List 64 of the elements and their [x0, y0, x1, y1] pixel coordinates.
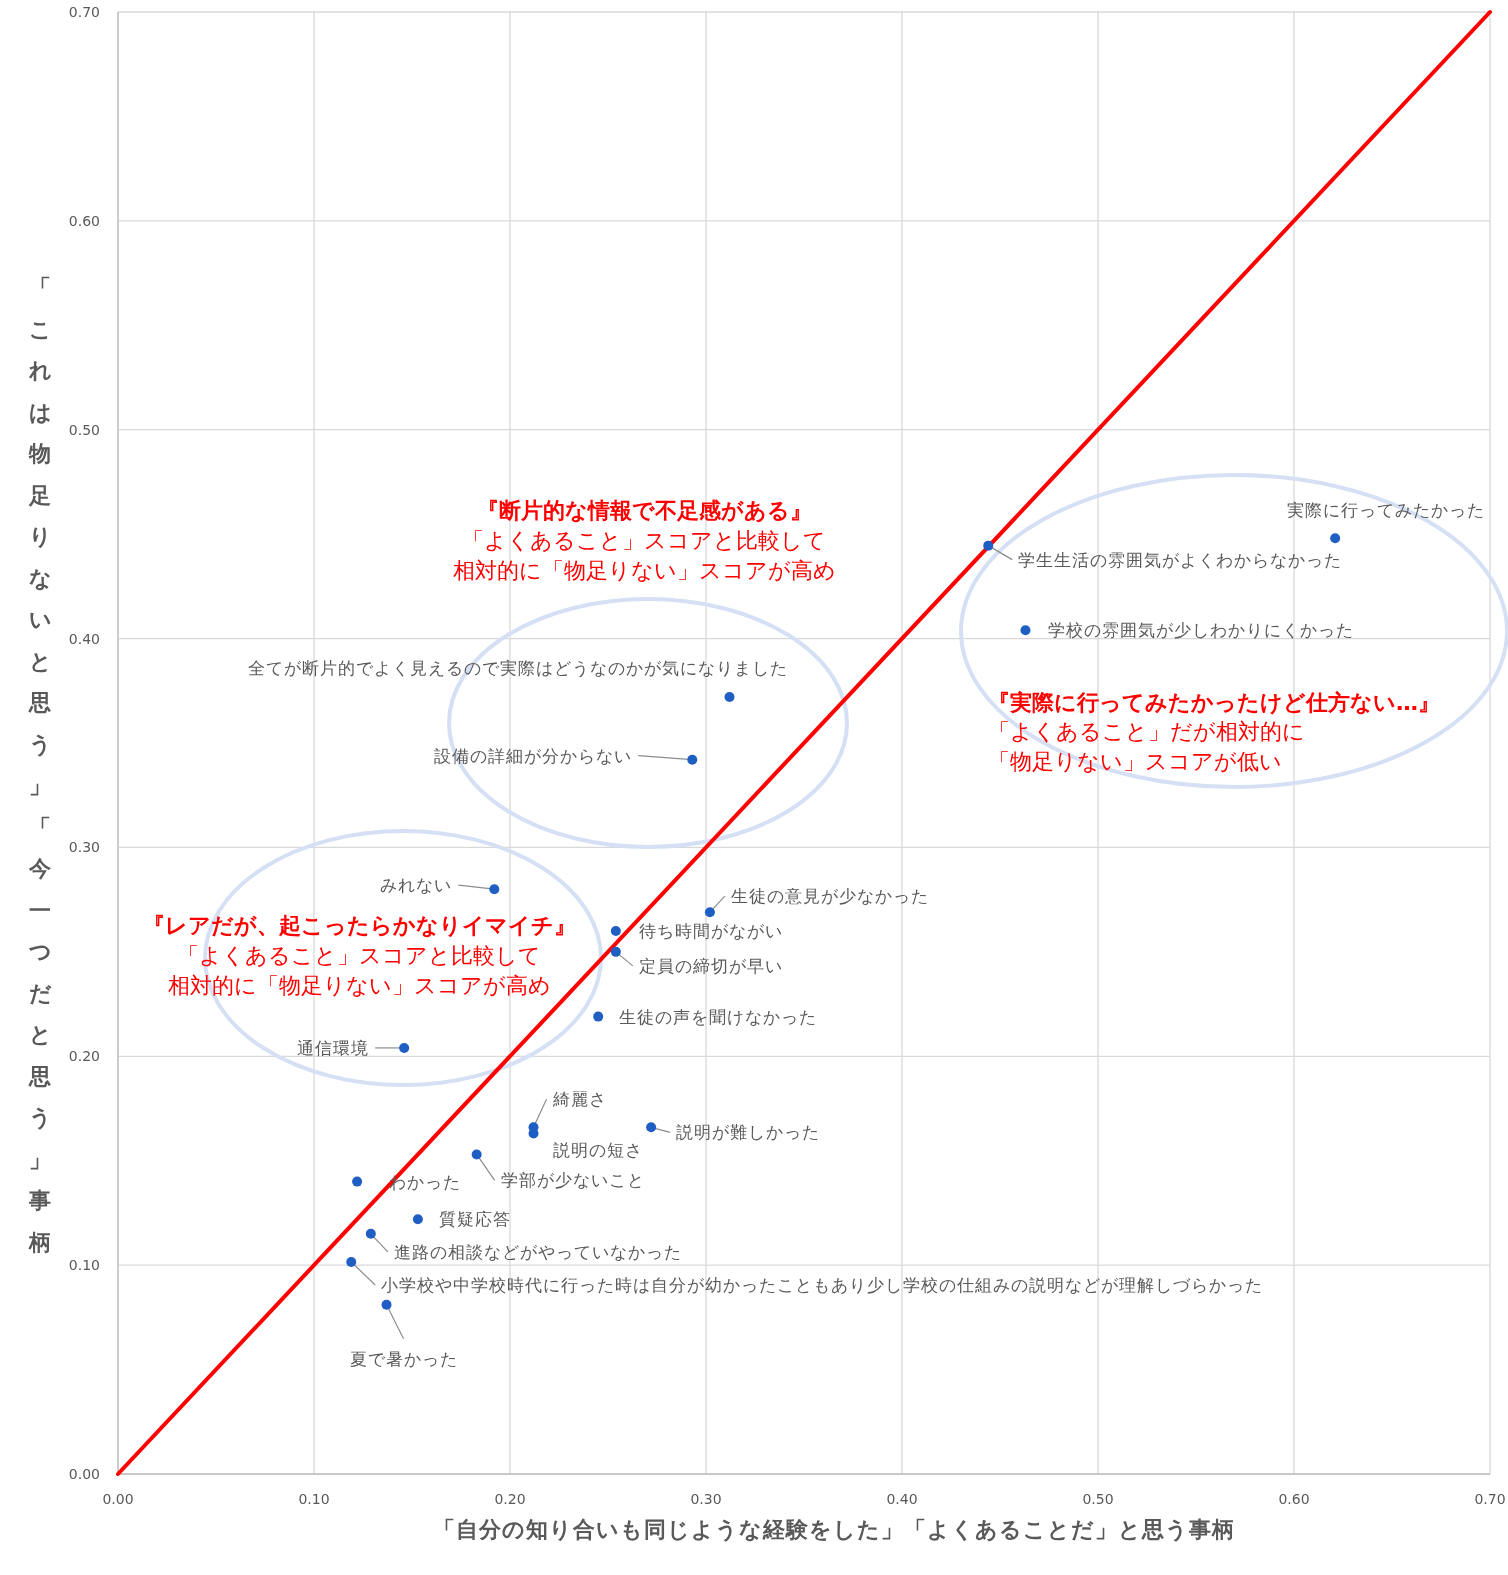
annotation: 「物足りない」スコアが低い — [988, 749, 1282, 774]
x-tick-label: 0.70 — [1474, 1491, 1506, 1507]
point — [1020, 625, 1031, 636]
point — [724, 692, 735, 703]
annotation: 「よくあること」だが相対的に — [988, 719, 1305, 744]
annotation: 『レアだが、起こったらかなりイマイチ』 — [142, 913, 576, 938]
annotation: 生徒の意見が少なかった — [730, 886, 929, 907]
annotation: 待ち時間がながい — [638, 920, 783, 941]
annotation: 進路の相談などがやっていなかった — [393, 1241, 682, 1262]
point — [704, 907, 715, 918]
point — [346, 1257, 357, 1268]
annotation: 『実際に行ってみたかったけど仕方ない…』 — [988, 690, 1440, 715]
point — [412, 1214, 423, 1225]
point — [365, 1228, 376, 1239]
annotation: 学部が少ないこと — [500, 1170, 645, 1191]
point — [610, 925, 621, 936]
annotation: 説明の短さ — [552, 1139, 643, 1160]
point — [593, 1011, 604, 1022]
y-tick-label: 0.70 — [68, 4, 100, 20]
point — [489, 884, 500, 895]
annotation: 小学校や中学校時代に行った時は自分が幼かったこともあり少し学校の仕組みの説明などが理解しづらかった — [381, 1275, 1264, 1296]
annotation: 学生生活の雰囲気がよくわからなかった — [1018, 549, 1343, 570]
y-tick-label: 0.60 — [68, 212, 100, 229]
y-tick-label: 0.20 — [68, 1048, 100, 1065]
y-tick-label: 0.50 — [68, 421, 100, 438]
x-tick-label: 0.10 — [298, 1491, 330, 1507]
annotation: 設備の詳細が分からない — [434, 745, 633, 766]
annotation: 通信環境 — [297, 1037, 370, 1058]
point — [687, 754, 698, 765]
annotation: 実際に行ってみたかった — [1287, 500, 1486, 521]
y-tick-label: 0.10 — [68, 1257, 100, 1274]
annotation: みれない — [380, 875, 453, 896]
y-tick-label: 0.00 — [68, 1466, 100, 1482]
x-tick-label: 0.60 — [1278, 1491, 1310, 1507]
annotation: 説明が難しかった — [676, 1122, 821, 1143]
annotation: 相対的に「物足りない」スコアが高め — [452, 558, 836, 583]
annotation: 定員の締切が早い — [638, 955, 783, 976]
annotation: 質疑応答 — [438, 1209, 511, 1230]
x-tick-label: 0.00 — [102, 1491, 134, 1507]
annotation: 相対的に「物足りない」スコアが高め — [167, 973, 551, 998]
annotation: 「よくあること」スコアと比較して — [177, 943, 541, 968]
y-tick-label: 0.30 — [68, 839, 100, 856]
text: 「これは物足りないと思う」「今一つだと思う」事柄 — [28, 275, 52, 1255]
x-tick-label: 0.20 — [494, 1491, 526, 1507]
point — [352, 1176, 363, 1187]
point — [610, 946, 621, 957]
point — [646, 1122, 657, 1133]
point — [983, 540, 994, 551]
annotation: 生徒の声を聞けなかった — [619, 1006, 818, 1027]
y-tick-label: 0.40 — [68, 630, 100, 647]
annotation: 「よくあること」スコアと比較して — [462, 528, 826, 553]
point — [381, 1299, 392, 1310]
annotation: 綺麗さ — [551, 1089, 607, 1110]
point — [399, 1042, 410, 1053]
x-axis-title: 「自分の知り合いも同じような経験をした」「よくあることだ」と思う事柄 — [433, 1517, 1235, 1542]
x-tick-label: 0.30 — [690, 1491, 722, 1507]
point — [1330, 533, 1341, 544]
annotation: 夏で暑かった — [349, 1348, 458, 1369]
point — [471, 1149, 482, 1160]
x-tick-label: 0.40 — [886, 1491, 918, 1507]
annotation: 全てが断片的でよく見えるので実際はどうなのかが気になりました — [247, 658, 788, 679]
annotation: 学校の雰囲気が少しわかりにくかった — [1048, 620, 1355, 641]
x-tick-label: 0.50 — [1082, 1491, 1114, 1507]
annotation: 『断片的な情報で不足感がある』 — [476, 498, 812, 523]
